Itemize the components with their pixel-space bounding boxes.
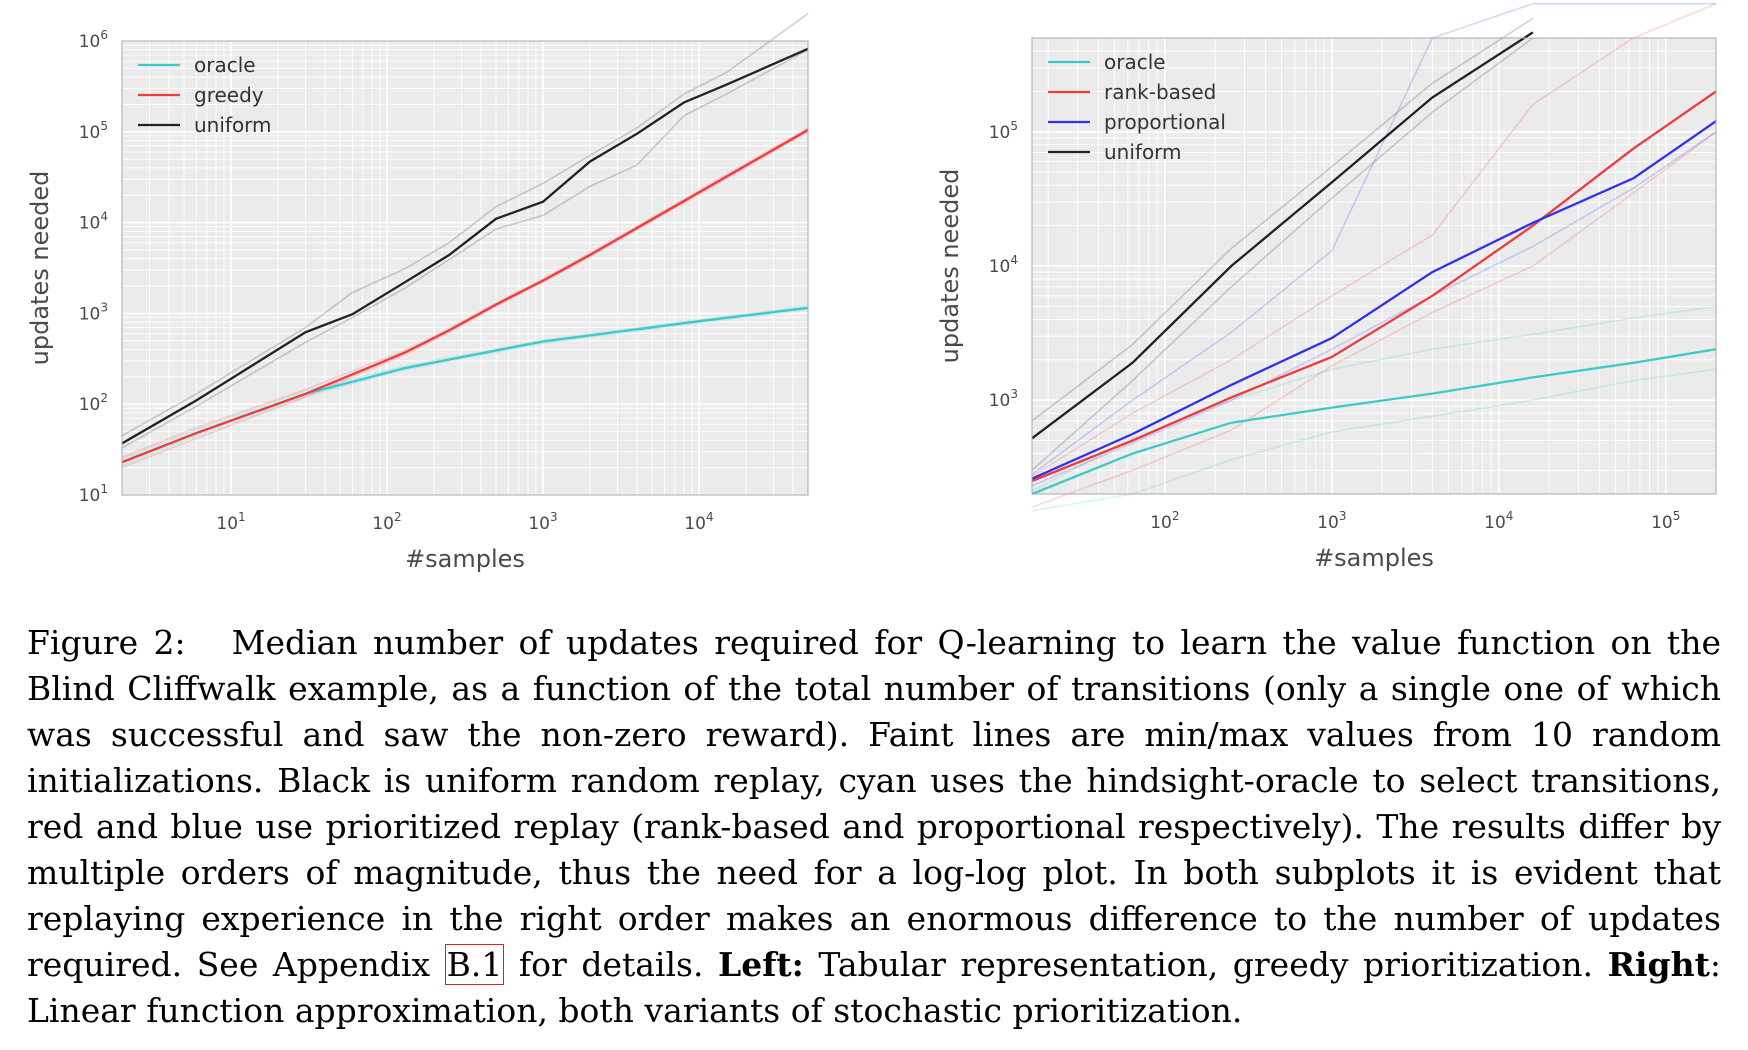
series-proportional-max-line: [1031, 2, 1716, 476]
series-rank-based-min-line: [1031, 131, 1717, 508]
legend-label-uniform: uniform: [194, 113, 272, 137]
figure-caption: Figure 2: Median number of updates requi…: [27, 620, 1721, 1034]
legend-label-oracle: oracle: [1104, 50, 1166, 74]
x-tick-label: 105: [1651, 509, 1680, 533]
y-tick-label: 103: [79, 300, 108, 324]
y-tick-label: 105: [79, 119, 108, 143]
chart-2: 102 103 104 105 103 104 105 #samples updates nee…: [936, 2, 1717, 572]
x-tick-exponent: 1: [238, 510, 246, 524]
y-tick-label: 106: [79, 28, 108, 52]
series-rank-based-line: [1031, 90, 1717, 483]
x-tick-label: 102: [372, 510, 401, 534]
legend: oracle rank-based proportional uniform: [1048, 50, 1226, 164]
x-tick-label: 104: [1484, 509, 1513, 533]
y-tick-exponent: 1: [100, 482, 108, 496]
caption-text-d: : Linear function approximation, both va…: [27, 945, 1721, 1030]
y-tick-exponent: 2: [100, 391, 108, 405]
series-greedy-min-line: [121, 131, 809, 469]
y-tick-label: 101: [79, 482, 108, 506]
x-tick-exponent: 2: [394, 510, 402, 524]
y-tick-label: 104: [79, 210, 108, 234]
x-tick-label: 103: [1317, 509, 1346, 533]
y-tick-exponent: 4: [100, 210, 108, 224]
caption-text-a: Median number of updates required for Q-…: [27, 623, 1721, 984]
plot-border: [121, 40, 809, 496]
legend-label-rank-based: rank-based: [1104, 80, 1216, 104]
series-uniform-line: [121, 47, 809, 445]
y-tick-label: 102: [79, 391, 108, 415]
chart-1: 101 102 103 104 101 102 103 104 105 106 #samples up…: [26, 13, 809, 573]
series-uniform-max-line: [1031, 17, 1534, 422]
series-lines: [121, 13, 809, 469]
x-tick-label: 101: [216, 510, 245, 534]
y-axis-label: updates needed: [26, 171, 54, 366]
series-oracle-min-line: [121, 308, 809, 467]
legend-label-proportional: proportional: [1104, 110, 1226, 134]
series-proportional-min-line: [1031, 131, 1717, 487]
y-tick-exponent: 3: [100, 300, 108, 314]
legend: oracle greedy uniform: [138, 53, 272, 137]
y-axis-label: updates needed: [936, 169, 964, 364]
caption-right-label: Right: [1607, 945, 1710, 984]
appendix-reference-link[interactable]: B.1: [444, 944, 505, 985]
legend-label-uniform: uniform: [1104, 140, 1182, 164]
series-lines: [1031, 2, 1717, 512]
series-uniform-max-line: [121, 13, 809, 437]
y-tick-label: 105: [989, 119, 1018, 143]
x-tick-label: 104: [684, 510, 713, 534]
series-greedy-max-line: [121, 127, 809, 459]
x-tick-exponent: 4: [1506, 509, 1514, 523]
x-axis-label: #samples: [1314, 544, 1434, 572]
legend-label-oracle: oracle: [194, 53, 256, 77]
y-tick-exponent: 6: [100, 28, 108, 42]
series-uniform-min-line: [1031, 37, 1534, 471]
y-tick-label: 103: [989, 387, 1018, 411]
x-tick-exponent: 5: [1673, 509, 1681, 523]
x-tick-exponent: 2: [1172, 509, 1180, 523]
x-tick-exponent: 3: [550, 510, 558, 524]
y-tick-exponent: 5: [1010, 119, 1018, 133]
plot-border: [1031, 37, 1717, 495]
x-axis-label: #samples: [405, 545, 525, 573]
caption-label: Figure 2:: [27, 623, 186, 662]
series-uniform-line: [1031, 31, 1534, 440]
x-tick-label: 103: [528, 510, 557, 534]
series-oracle-line: [1031, 348, 1717, 496]
legend-label-greedy: greedy: [194, 83, 264, 107]
figure-charts: 101 102 103 104 101 102 103 104 105 106 #samples up…: [26, 2, 1717, 573]
series-proportional-line: [1031, 120, 1717, 480]
series-oracle-max-line: [1031, 305, 1717, 492]
series-uniform-min-line: [121, 49, 809, 449]
grid-lines: [121, 40, 809, 496]
series-oracle-max-line: [121, 305, 809, 460]
series-oracle-min-line: [1031, 368, 1717, 512]
y-tick-label: 104: [989, 253, 1018, 277]
grid-lines: [1032, 37, 1717, 495]
caption-left-label: Left:: [718, 945, 804, 984]
caption-text-c: Tabular representation, greedy prioritiz…: [818, 945, 1594, 984]
x-tick-exponent: 4: [706, 510, 714, 524]
y-tick-exponent: 4: [1010, 253, 1018, 267]
x-tick-label: 102: [1150, 509, 1179, 533]
series-greedy-line: [121, 128, 809, 464]
y-tick-exponent: 3: [1010, 387, 1018, 401]
series-rank-based-max-line: [1031, 2, 1717, 478]
y-tick-exponent: 5: [100, 119, 108, 133]
caption-text-b: for details.: [518, 945, 704, 984]
x-tick-exponent: 3: [1339, 509, 1347, 523]
